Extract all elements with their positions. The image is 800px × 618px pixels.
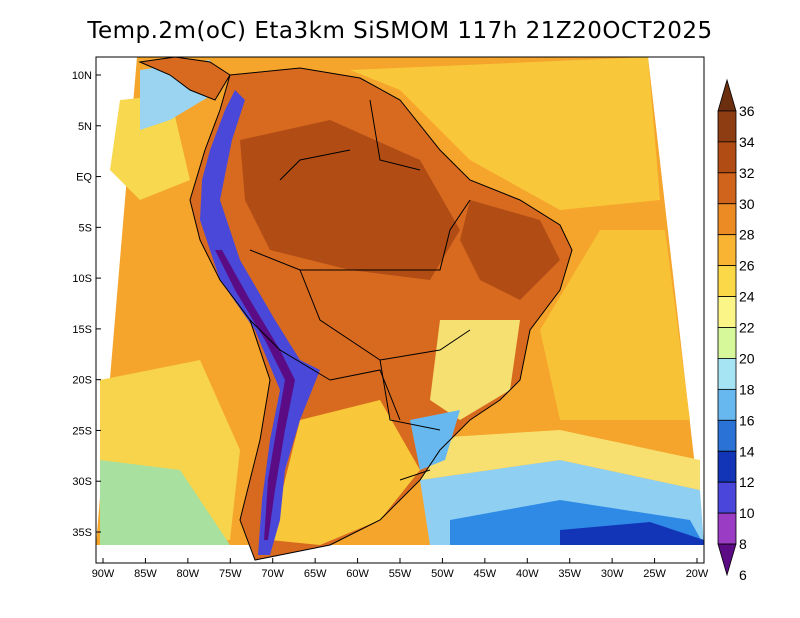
pacific-cool xyxy=(100,460,230,545)
colorbar-segment xyxy=(717,172,737,205)
colorbar-label: 8 xyxy=(739,536,747,552)
lat-label: 35S xyxy=(72,527,92,539)
political-borders xyxy=(249,99,471,481)
colorbar-label: 20 xyxy=(739,350,755,366)
southern-cone-warm xyxy=(270,400,420,545)
central-america xyxy=(138,56,231,101)
lat-label: 10S xyxy=(72,273,92,285)
pacific-west xyxy=(110,95,190,200)
lon-label: 40W xyxy=(516,568,539,580)
colorbar-label: 26 xyxy=(739,258,755,274)
lon-label: 70W xyxy=(261,568,284,580)
lat-label: 5N xyxy=(78,121,92,133)
lat-label: 15S xyxy=(72,324,92,336)
lon-label: 60W xyxy=(346,568,369,580)
colorbar: 36 34 32 30 28 26 24 22 20 18 16 14 12 10 8 6 xyxy=(717,78,755,583)
lat-label: 25S xyxy=(72,425,92,437)
colorbar-label: 16 xyxy=(739,412,755,428)
lon-label: 45W xyxy=(474,568,497,580)
colorbar-label: 24 xyxy=(739,289,755,305)
colorbar-segment xyxy=(717,296,737,328)
colorbar-segment xyxy=(717,110,737,143)
northeast-hot xyxy=(460,200,560,300)
lon-label: 35W xyxy=(558,568,581,580)
colorbar-label: 22 xyxy=(739,320,755,336)
colorbar-segment xyxy=(717,141,737,174)
lat-label: EQ xyxy=(76,172,92,184)
north-atlantic xyxy=(350,57,660,210)
colorbar-label: 30 xyxy=(739,196,755,212)
colorbar-segment xyxy=(717,388,737,421)
south-brazil-cool xyxy=(410,410,460,470)
colorbar-label: 34 xyxy=(739,134,755,150)
colorbar-segment xyxy=(717,234,737,267)
lon-label: 20W xyxy=(686,568,709,580)
colorbar-segment xyxy=(717,327,737,359)
lon-label: 90W xyxy=(92,568,115,580)
colorbar-label: 36 xyxy=(739,103,755,119)
colorbar-segment xyxy=(717,419,737,452)
amazon-hot xyxy=(240,120,460,280)
colorbar-label: 6 xyxy=(739,567,747,583)
lat-label: 20S xyxy=(72,375,92,387)
colorbar-segment xyxy=(717,203,737,236)
map-title: Temp.2m(oC) Eta3km SiSMOM 117h 21Z20OCT2… xyxy=(87,18,713,44)
lon-label: 50W xyxy=(431,568,454,580)
lon-label: 75W xyxy=(219,568,242,580)
colorbar-segment xyxy=(717,265,737,297)
colorbar-label: 10 xyxy=(739,505,755,521)
latitude-axis: 10N 5N EQ 5S 10S 15S 20S 25S 30S 35S xyxy=(72,70,101,539)
andes-core xyxy=(215,250,295,540)
lon-label: 55W xyxy=(389,568,412,580)
lat-label: 10N xyxy=(72,70,92,82)
colorbar-label: 18 xyxy=(739,381,755,397)
southeast-cool xyxy=(430,320,520,420)
east-atlantic xyxy=(540,230,690,420)
lon-label: 80W xyxy=(177,568,200,580)
lon-label: 30W xyxy=(601,568,624,580)
colorbar-segment xyxy=(717,543,737,577)
longitude-axis: 90W 85W 80W 75W 70W 65W 60W 55W 50W 45W 40W 35W 30W 2… xyxy=(92,558,709,580)
atlantic-green-band xyxy=(400,430,700,490)
lon-label: 65W xyxy=(304,568,327,580)
lat-label: 30S xyxy=(72,476,92,488)
lon-label: 85W xyxy=(134,568,157,580)
coastline xyxy=(189,67,573,561)
lat-label: 5S xyxy=(79,222,92,234)
colorbar-segment xyxy=(717,450,737,483)
south-atlantic-colder xyxy=(560,522,704,545)
colorbar-segment xyxy=(717,481,737,514)
colorbar-label: 32 xyxy=(739,165,755,181)
lon-label: 25W xyxy=(643,568,666,580)
map-domain xyxy=(96,56,704,561)
colorbar-segment xyxy=(717,78,737,112)
colorbar-segment xyxy=(717,512,737,545)
colorbar-label: 12 xyxy=(739,474,755,490)
colorbar-segment xyxy=(717,358,737,390)
colorbar-label: 14 xyxy=(739,443,755,459)
colorbar-label: 28 xyxy=(739,227,755,243)
